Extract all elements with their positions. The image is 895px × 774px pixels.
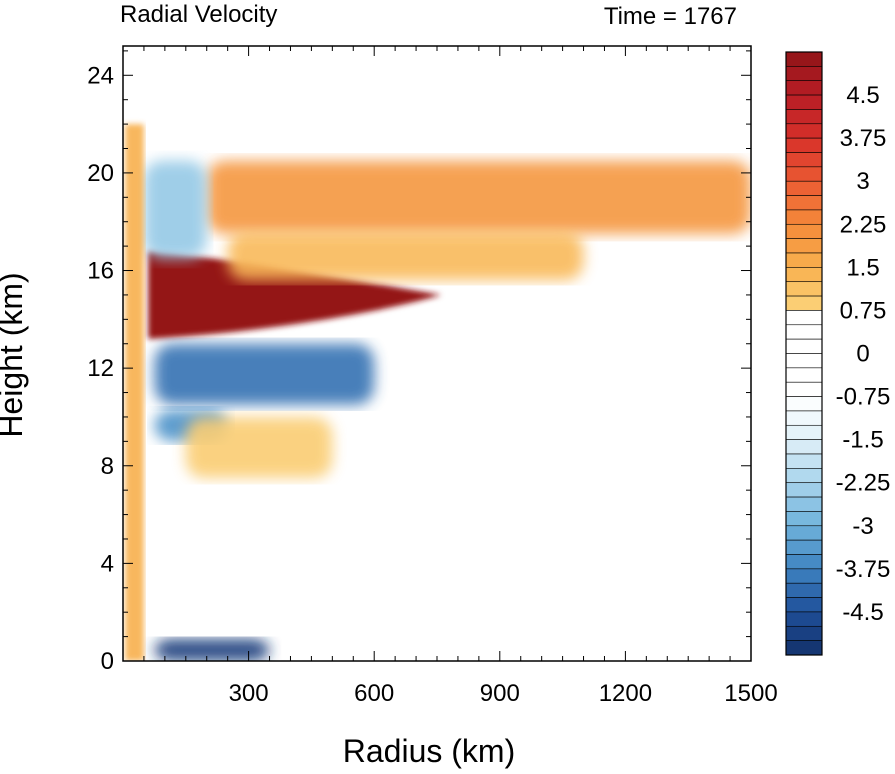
colorbar-tick-label: 2.25: [840, 211, 887, 238]
chart-subtitle: Time = 1767: [604, 3, 737, 30]
feature-mid-level-weak-outflow: [185, 416, 333, 478]
colorbar-box: [785, 195, 823, 211]
colorbar-box: [785, 496, 823, 512]
colorbar-box: [785, 525, 823, 541]
colorbar: 4.5 3.75 3 2.25 1.5 0.75 0 -0.75 -1.5 -2.25 -3 -3.7…: [785, 51, 891, 656]
y-tick-label: 8: [101, 453, 114, 480]
plot-area: [123, 46, 751, 661]
colorbar-box: [785, 396, 823, 412]
colorbar-box: [785, 511, 823, 527]
y-axis: 0 4 8 12 16 20 24: [87, 50, 751, 675]
feature-upper-level-outflow-jet: [148, 251, 442, 339]
colorbar-tick-label: -3.75: [836, 556, 891, 583]
colorbar-box: [785, 80, 823, 96]
colorbar-tick-label: 1.5: [846, 254, 879, 281]
colorbar-box: [785, 51, 823, 67]
colorbar-box: [785, 324, 823, 340]
colorbar-box: [785, 568, 823, 584]
colorbar-box: [785, 554, 823, 570]
colorbar-box: [785, 223, 823, 239]
colorbar-box: [785, 66, 823, 82]
colorbar-box: [785, 310, 823, 326]
y-tick-label: 20: [87, 160, 114, 187]
colorbar-tick-label: -0.75: [836, 384, 891, 411]
x-axis-label: Radius (km): [343, 733, 515, 769]
x-axis: 300 600 900 1200 1500: [143, 46, 778, 707]
colorbar-tick-label: -3: [852, 513, 873, 540]
y-tick-label: 4: [101, 550, 114, 577]
colorbar-box: [785, 410, 823, 426]
feature-eyewall-outflow-column: [125, 124, 144, 661]
y-tick-label: 0: [101, 648, 114, 675]
colorbar-box: [785, 453, 823, 469]
colorbar-box: [785, 625, 823, 641]
velocity-field: [125, 124, 751, 661]
x-tick-label: 1200: [599, 680, 652, 707]
colorbar-box: [785, 252, 823, 268]
colorbar-tick-label: 3.75: [840, 125, 887, 152]
colorbar-box: [785, 295, 823, 311]
colorbar-box: [785, 137, 823, 153]
colorbar-tick-label: -2.25: [836, 470, 891, 497]
chart-title: Radial Velocity: [120, 1, 277, 28]
colorbar-tick-label: 0: [856, 341, 869, 368]
colorbar-box: [785, 424, 823, 440]
colorbar-box: [785, 281, 823, 297]
colorbar-box: [785, 109, 823, 125]
colorbar-box: [785, 611, 823, 627]
colorbar-tick-label: 3: [856, 168, 869, 195]
colorbar-box: [785, 166, 823, 182]
colorbar-tick-label: 4.5: [846, 82, 879, 109]
colorbar-box: [785, 482, 823, 498]
y-tick-label: 12: [87, 355, 114, 382]
feature-upper-outflow-band: [206, 160, 751, 234]
y-tick-label: 16: [87, 258, 114, 285]
colorbar-tick-label: 0.75: [840, 297, 887, 324]
colorbar-box: [785, 539, 823, 555]
colorbar-box: [785, 152, 823, 168]
colorbar-box: [785, 267, 823, 283]
x-tick-label: 300: [229, 680, 269, 707]
feature-low-level-inflow: [154, 639, 270, 661]
colorbar-tick-label: -1.5: [842, 427, 883, 454]
colorbar-box: [785, 238, 823, 254]
colorbar-box: [785, 367, 823, 383]
colorbar-box: [785, 381, 823, 397]
colorbar-frame: [785, 51, 823, 656]
colorbar-box: [785, 338, 823, 354]
colorbar-box: [785, 353, 823, 369]
colorbar-box: [785, 180, 823, 196]
y-axis-label: Height (km): [0, 272, 29, 437]
colorbar-box: [785, 439, 823, 455]
x-tick-label: 1500: [724, 680, 777, 707]
colorbar-tick-label: -4.5: [842, 599, 883, 626]
x-tick-label: 600: [354, 680, 394, 707]
colorbar-box: [785, 94, 823, 110]
colorbar-box: [785, 123, 823, 139]
feature-inflow-below-outflow: [154, 343, 375, 405]
colorbar-box: [785, 209, 823, 225]
colorbar-box: [785, 582, 823, 598]
y-tick-label: 24: [87, 62, 114, 89]
colorbar-box: [785, 640, 823, 656]
colorbar-box: [785, 597, 823, 613]
x-tick-label: 900: [480, 680, 520, 707]
colorbar-box: [785, 468, 823, 484]
feature-secondary-outflow-band: [227, 231, 584, 281]
feature-upper-inflow-above-outflow: [143, 160, 207, 259]
